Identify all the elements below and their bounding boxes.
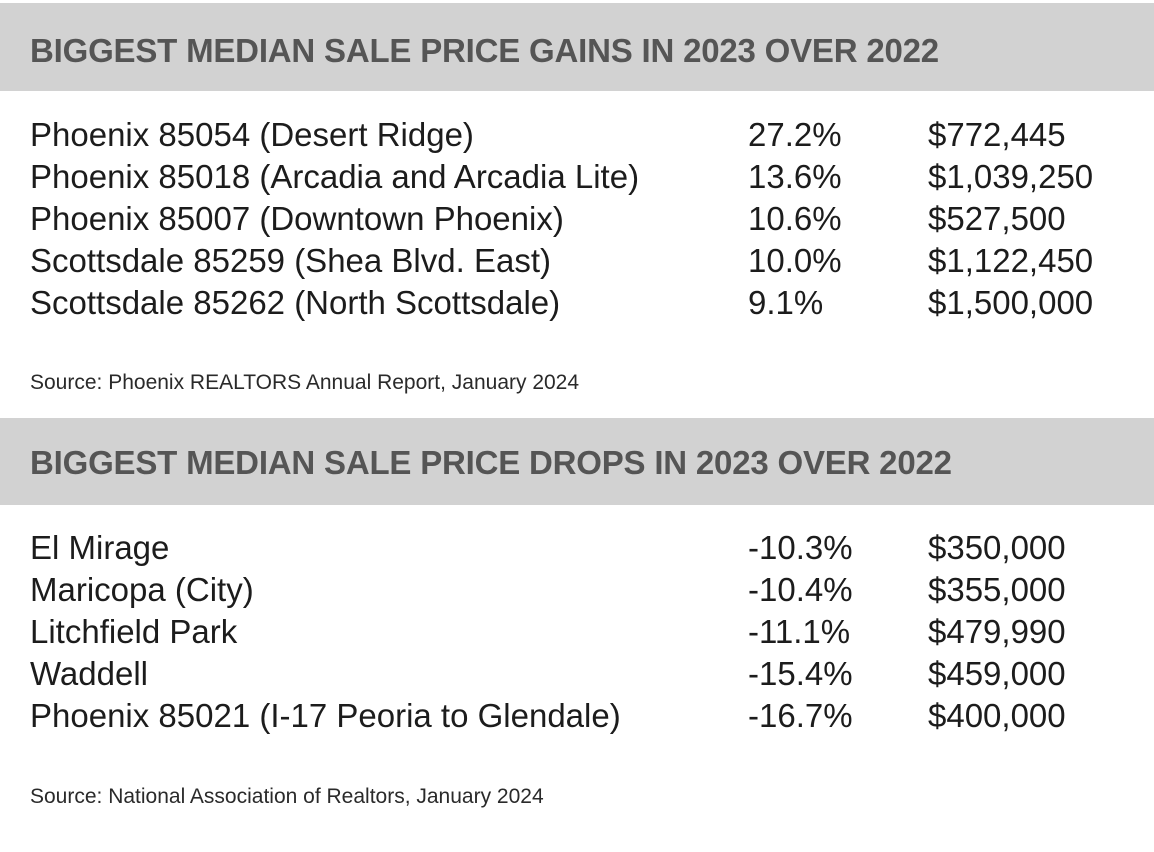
gains-source-note: Source: Phoenix REALTORS Annual Report, … <box>30 371 580 394</box>
gains-title: BIGGEST MEDIAN SALE PRICE GAINS IN 2023 … <box>30 32 939 69</box>
median-price: $355,000 <box>928 571 1066 608</box>
drops-section-header: BIGGEST MEDIAN SALE PRICE DROPS IN 2023 … <box>0 418 1154 505</box>
gains-table: Phoenix 85054 (Desert Ridge) 27.2% $772,… <box>0 114 1154 324</box>
table-row: Maricopa (City) -10.4% $355,000 <box>0 569 1154 611</box>
place-name: Phoenix 85021 (I-17 Peoria to Glendale) <box>30 697 621 734</box>
median-price: $527,500 <box>928 200 1066 237</box>
table-row: Litchfield Park -11.1% $479,990 <box>0 611 1154 653</box>
gains-section-header: BIGGEST MEDIAN SALE PRICE GAINS IN 2023 … <box>0 3 1154 91</box>
drops-title: BIGGEST MEDIAN SALE PRICE DROPS IN 2023 … <box>30 444 952 481</box>
place-name: Phoenix 85054 (Desert Ridge) <box>30 116 474 153</box>
median-price: $400,000 <box>928 697 1066 734</box>
place-name: Phoenix 85018 (Arcadia and Arcadia Lite) <box>30 158 640 195</box>
place-name: Scottsdale 85262 (North Scottsdale) <box>30 284 561 321</box>
place-name: Maricopa (City) <box>30 571 254 608</box>
table-row: Phoenix 85021 (I-17 Peoria to Glendale) … <box>0 695 1154 737</box>
place-name: Waddell <box>30 655 148 692</box>
place-name: Litchfield Park <box>30 613 238 650</box>
percent-change: -10.3% <box>748 529 853 566</box>
percent-change: 9.1% <box>748 284 824 321</box>
place-name: El Mirage <box>30 529 170 566</box>
percent-change: -15.4% <box>748 655 853 692</box>
percent-change: 10.0% <box>748 242 842 279</box>
median-price: $1,500,000 <box>928 284 1094 321</box>
table-row: El Mirage -10.3% $350,000 <box>0 527 1154 569</box>
median-price: $772,445 <box>928 116 1066 153</box>
table-row: Scottsdale 85262 (North Scottsdale) 9.1%… <box>0 282 1154 324</box>
median-price: $479,990 <box>928 613 1066 650</box>
percent-change: -10.4% <box>748 571 853 608</box>
percent-change: 13.6% <box>748 158 842 195</box>
table-row: Waddell -15.4% $459,000 <box>0 653 1154 695</box>
drops-source-note: Source: National Association of Realtors… <box>30 785 544 808</box>
table-row: Scottsdale 85259 (Shea Blvd. East) 10.0%… <box>0 240 1154 282</box>
percent-change: 10.6% <box>748 200 842 237</box>
median-price: $459,000 <box>928 655 1066 692</box>
place-name: Scottsdale 85259 (Shea Blvd. East) <box>30 242 551 279</box>
percent-change: 27.2% <box>748 116 842 153</box>
percent-change: -11.1% <box>748 613 851 650</box>
table-row: Phoenix 85054 (Desert Ridge) 27.2% $772,… <box>0 114 1154 156</box>
median-price: $1,122,450 <box>928 242 1094 279</box>
median-price: $1,039,250 <box>928 158 1094 195</box>
drops-table: El Mirage -10.3% $350,000 Maricopa (City… <box>0 527 1154 737</box>
percent-change: -16.7% <box>748 697 853 734</box>
table-row: Phoenix 85007 (Downtown Phoenix) 10.6% $… <box>0 198 1154 240</box>
median-price: $350,000 <box>928 529 1066 566</box>
table-row: Phoenix 85018 (Arcadia and Arcadia Lite)… <box>0 156 1154 198</box>
place-name: Phoenix 85007 (Downtown Phoenix) <box>30 200 564 237</box>
